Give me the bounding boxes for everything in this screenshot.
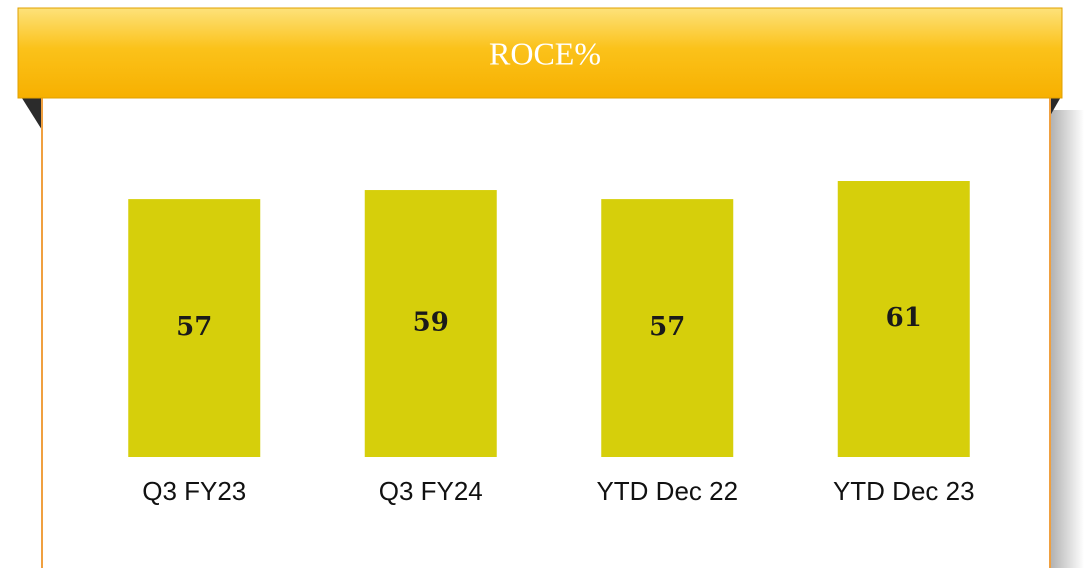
x-tick-label: Q3 FY23 [142,476,246,506]
data-label: 61 [886,303,922,333]
bar [128,199,261,457]
chart-title: ROCE% [489,35,601,71]
bar [837,181,970,457]
panel-shadow [1050,110,1084,568]
bar [364,190,497,457]
header-banner [17,7,1063,99]
data-label: 57 [176,312,212,342]
bar [601,199,734,457]
x-tick-label: YTD Dec 23 [833,476,975,506]
data-label: 59 [413,308,449,338]
data-label: 57 [649,312,685,342]
x-tick-label: YTD Dec 22 [596,476,738,506]
ribbon-fold-left [20,95,42,130]
x-tick-label: Q3 FY24 [379,476,483,506]
